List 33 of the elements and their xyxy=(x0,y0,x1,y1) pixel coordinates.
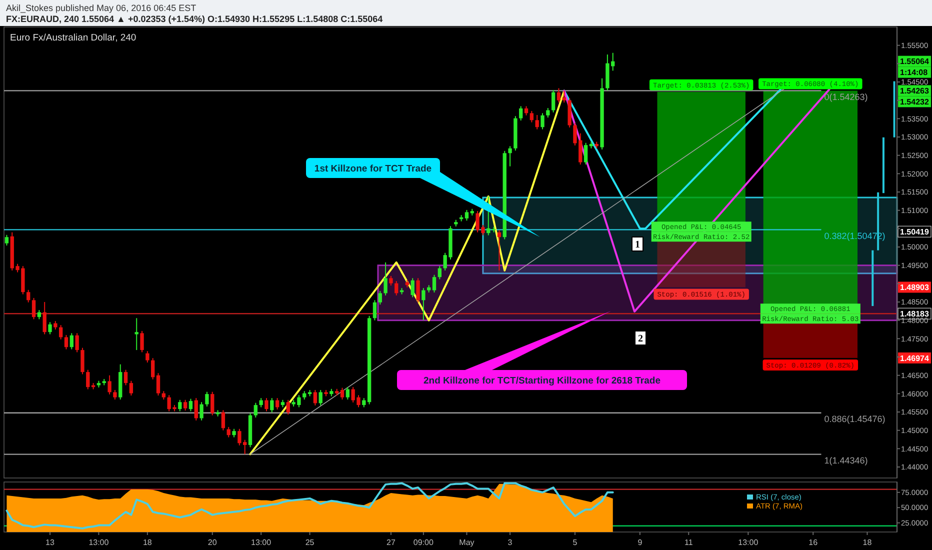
annotation: 1.46974 xyxy=(900,354,930,363)
annotation: 1.50419 xyxy=(900,227,930,236)
annotation: 1.48903 xyxy=(900,283,930,292)
x-tick-label: 5 xyxy=(572,538,578,547)
text: 1:14:08 xyxy=(900,68,928,78)
text: Euro Fx/Australian Dollar, 240 xyxy=(10,32,136,44)
x-tick-label: May xyxy=(459,538,474,547)
annotation: 1 xyxy=(635,240,640,250)
x-tick-label: 27 xyxy=(386,538,396,547)
x-tick-label: 25 xyxy=(305,538,315,547)
x-tick-label: 13:00 xyxy=(88,538,110,547)
chart-subtitle: FX:EURAUD, 240 1.55064 ▲ +0.02353 (+1.54%) O:1.54930 H:1.55295 L:1.54808 C:1.55064 xyxy=(6,14,383,24)
x-tick-label: 11 xyxy=(684,538,694,547)
x-tick-label: 13 xyxy=(46,538,55,547)
text: 1.54232 xyxy=(900,97,930,106)
x-tick-label: 18 xyxy=(862,538,872,547)
annotation: 1.54263 xyxy=(900,86,930,96)
x-tick-label: 09:00 xyxy=(413,538,434,547)
x-tick-label: 13:00 xyxy=(738,538,759,547)
x-tick-label: 16 xyxy=(808,538,818,547)
ref-line-label: 0.886(1.45476) xyxy=(824,414,886,424)
annotation: 1.55064 xyxy=(900,57,930,66)
annotation: 2 xyxy=(638,334,643,344)
x-tick-label: 18 xyxy=(142,538,152,547)
x-tick-label: 9 xyxy=(638,538,643,547)
annotation: 1.48183 xyxy=(900,309,930,318)
annotation: 2nd Killzone for TCT/Starting Killzone for 2618 Trade xyxy=(423,375,661,386)
annotation: 1st Killzone for TCT Trade xyxy=(314,163,432,174)
x-tick-label: 3 xyxy=(508,538,513,547)
x-tick-label: 20 xyxy=(208,538,218,547)
x-tick-label: 13:00 xyxy=(251,538,272,547)
ref-line-label: 1(1.44346) xyxy=(824,455,868,466)
text: Akil_Stokes published May 06, 2016 06:45 EST xyxy=(6,3,197,14)
